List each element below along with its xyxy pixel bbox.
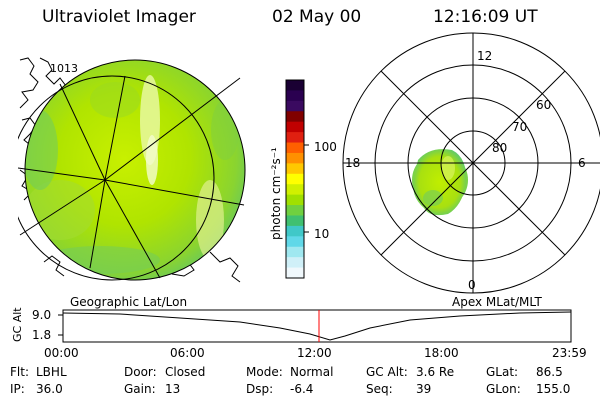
- mlt-label-0: 0: [468, 278, 476, 292]
- info-seq-value: 39: [416, 382, 432, 396]
- mlt-label-6: 6: [578, 156, 586, 170]
- colorbar-band: [286, 225, 304, 237]
- info-seq-key: Seq:: [366, 382, 393, 396]
- info-flt-value: LBHL: [36, 365, 67, 379]
- colorbar-band: [286, 80, 304, 92]
- instrument-title: Ultraviolet Imager: [42, 7, 196, 27]
- colorbar-band: [286, 111, 304, 123]
- info-flt-key: Flt:: [10, 365, 29, 379]
- altitude-curve: [62, 311, 572, 341]
- colorbar-band: [286, 184, 304, 196]
- colorbar-band: [286, 267, 304, 279]
- polar-plot-panel: [342, 32, 600, 294]
- info-door-value: Closed: [165, 365, 206, 379]
- timeline-xtick-0600: 06:00: [170, 346, 205, 360]
- info-dsp-value: -6.4: [290, 382, 314, 396]
- colorbar-band: [286, 152, 304, 164]
- colorbar-band: [286, 246, 304, 258]
- image-date: 02 May 00: [272, 7, 362, 27]
- info-glon-key: GLon:: [486, 382, 521, 396]
- info-glat-value: 86.5: [536, 365, 563, 379]
- info-gcalt-key: GC Alt:: [366, 365, 408, 379]
- colorbar-band: [286, 236, 304, 248]
- timeline-ytick-1-8: 1.8: [32, 328, 52, 342]
- info-mode-key: Mode:: [246, 365, 283, 379]
- colorbar-band: [286, 173, 304, 185]
- info-ip-key: IP:: [10, 382, 25, 396]
- info-door-key: Door:: [124, 365, 157, 379]
- colorbar-band: [286, 194, 304, 206]
- polar-aurora-region: [413, 149, 467, 216]
- geo-grid: [18, 59, 246, 281]
- info-gain-key: Gain:: [124, 382, 156, 396]
- info-dsp-key: Dsp:: [246, 382, 274, 396]
- colorbar: [285, 79, 309, 279]
- colorbar-band: [286, 215, 304, 227]
- info-gain-value: 13: [165, 382, 181, 396]
- colorbar-band: [286, 163, 304, 175]
- mlt-label-12: 12: [477, 49, 493, 63]
- geo-panel-caption: Geographic Lat/Lon: [70, 295, 188, 309]
- polar-grid: [342, 32, 600, 294]
- info-mode-value: Normal: [290, 365, 334, 379]
- colorbar-band: [286, 142, 304, 154]
- timeline-xtick-2359: 23:59: [552, 346, 587, 360]
- timeline-xtick-0000: 00:00: [44, 346, 79, 360]
- colorbar-band: [286, 90, 304, 102]
- colorbar-unit-label: photon cm⁻²s⁻¹: [269, 147, 283, 240]
- timeline-y-label: GC Alt: [11, 307, 24, 342]
- colorbar-tick-10: 10: [314, 227, 330, 241]
- map-fragment-label: 1013: [50, 62, 78, 75]
- lat-label-60: 60: [536, 98, 552, 112]
- colorbar-band: [286, 132, 304, 144]
- colorbar-band: [286, 121, 304, 133]
- info-glat-key: GLat:: [486, 365, 519, 379]
- lat-label-70: 70: [512, 120, 528, 134]
- mlt-label-18: 18: [345, 156, 361, 170]
- colorbar-tick-100: 100: [314, 140, 337, 154]
- timeline-xtick-1200: 12:00: [297, 346, 332, 360]
- colorbar-band: [286, 205, 304, 217]
- colorbar-band: [286, 100, 304, 112]
- image-time: 12:16:09 UT: [433, 7, 538, 27]
- timeline-xtick-1800: 18:00: [424, 346, 459, 360]
- altitude-timeline: [58, 309, 572, 343]
- lat-label-80: 80: [492, 141, 508, 155]
- polar-panel-caption: Apex MLat/MLT: [452, 295, 542, 309]
- geographic-image-panel: [18, 57, 246, 283]
- info-gcalt-value: 3.6 Re: [416, 365, 455, 379]
- timeline-ytick-9: 9.0: [32, 308, 52, 322]
- info-ip-value: 36.0: [36, 382, 63, 396]
- info-glon-value: 155.0: [536, 382, 571, 396]
- colorbar-band: [286, 257, 304, 269]
